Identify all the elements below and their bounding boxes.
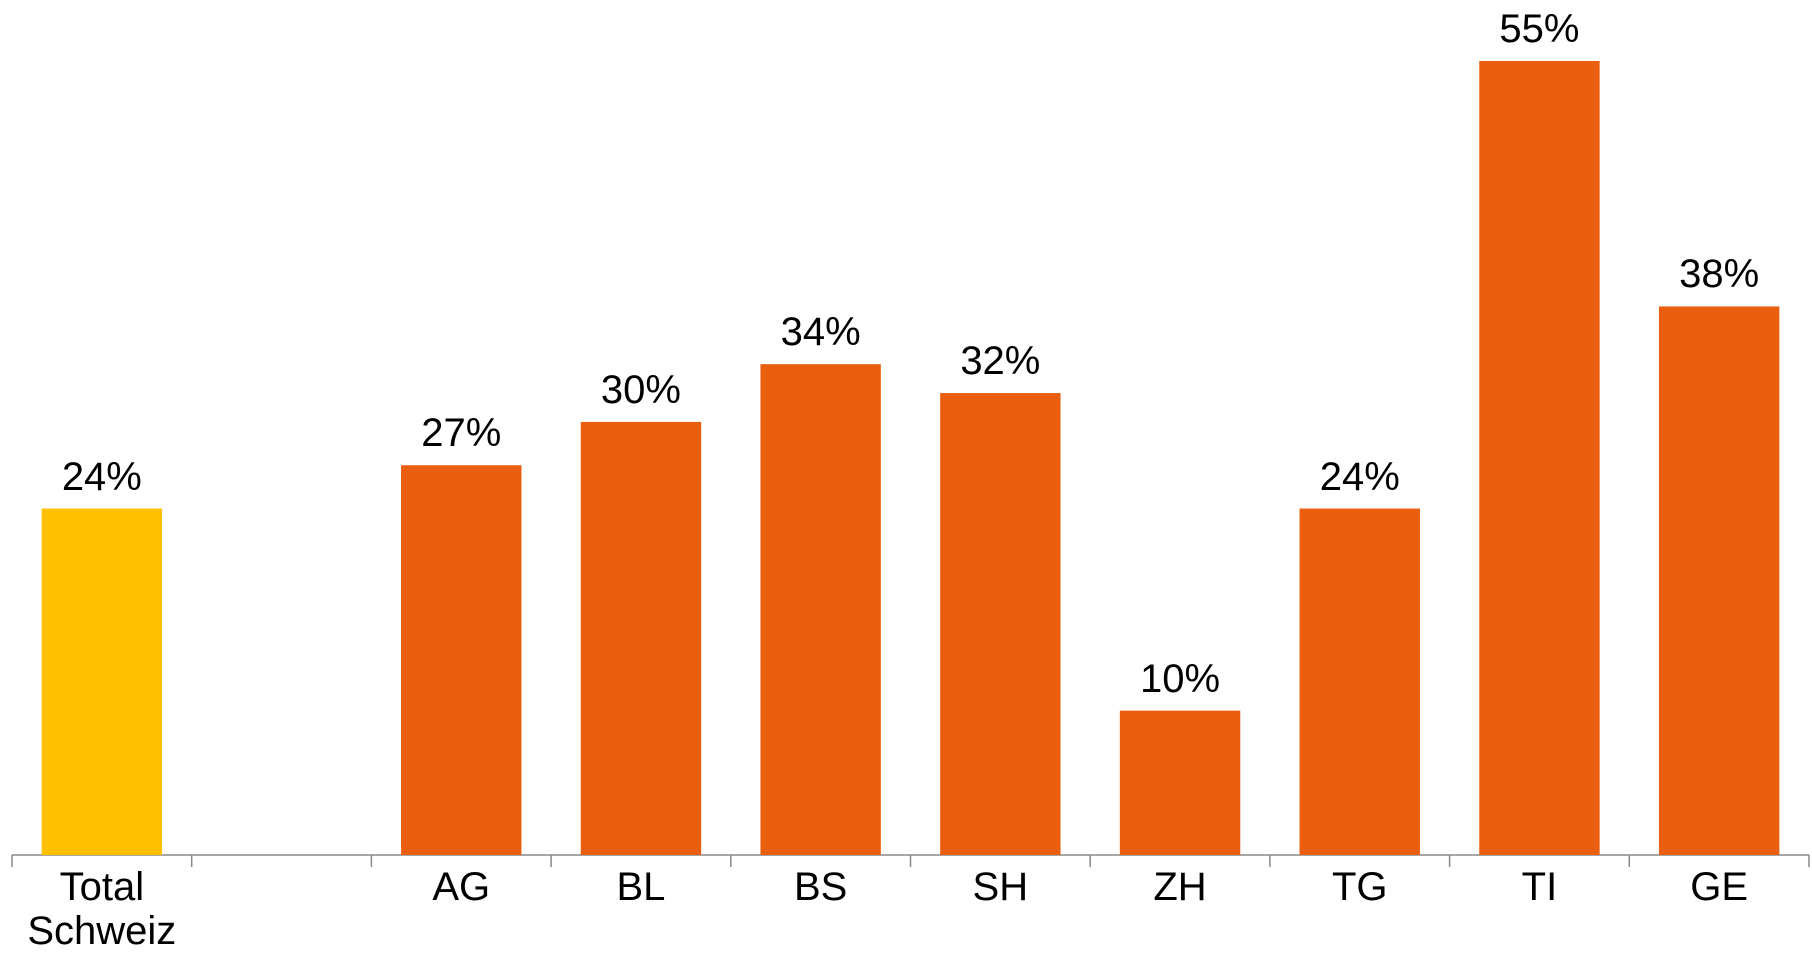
x-tick-label: AG bbox=[432, 865, 491, 909]
bar bbox=[940, 393, 1061, 855]
data-label: 38% bbox=[1679, 252, 1760, 297]
data-label: 24% bbox=[1319, 454, 1400, 499]
x-tick-label: TI bbox=[1521, 865, 1558, 909]
data-label: 34% bbox=[780, 310, 861, 355]
x-tick-label: Total Schweiz bbox=[27, 865, 177, 953]
bar bbox=[401, 465, 522, 855]
x-tick-label: TG bbox=[1331, 865, 1388, 909]
data-label: 27% bbox=[421, 411, 502, 456]
x-tick-label: BS bbox=[793, 865, 848, 909]
x-tick-label: BL bbox=[616, 865, 666, 909]
bar bbox=[580, 421, 702, 855]
bar bbox=[1299, 508, 1420, 855]
data-label: 55% bbox=[1499, 7, 1580, 51]
bar bbox=[1479, 61, 1600, 855]
data-label: 32% bbox=[960, 339, 1041, 384]
bar bbox=[1119, 710, 1241, 855]
bar bbox=[760, 364, 881, 855]
bar bbox=[1658, 306, 1780, 855]
x-tick-label: ZH bbox=[1153, 865, 1207, 909]
data-label: 10% bbox=[1140, 656, 1221, 701]
data-label: 24% bbox=[61, 454, 142, 499]
bar bbox=[41, 508, 163, 855]
data-label: 30% bbox=[600, 367, 681, 412]
x-tick-label: SH bbox=[972, 865, 1029, 909]
x-tick-label: GE bbox=[1690, 865, 1749, 909]
